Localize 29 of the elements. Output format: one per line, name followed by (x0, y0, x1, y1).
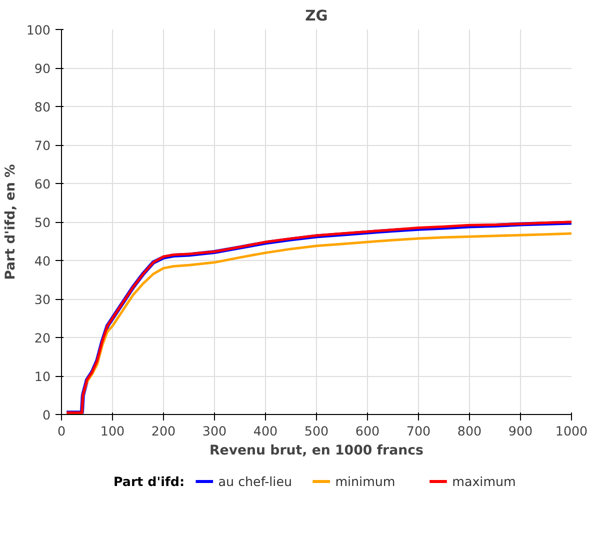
x-tick-label: 500 (304, 424, 329, 438)
x-tick-label: 200 (151, 424, 176, 438)
y-tick-label: 50 (34, 215, 51, 230)
x-tick-label: 1000 (555, 424, 588, 438)
x-tick-label: 700 (406, 424, 431, 438)
y-tick-label: 20 (34, 330, 51, 346)
y-tick-label: 80 (34, 100, 51, 114)
x-tick-label: 300 (202, 424, 227, 438)
x-tick-label: 100 (100, 424, 125, 438)
x-tick-label: 900 (508, 424, 533, 438)
x-tick-label: 400 (253, 424, 278, 438)
y-tick-label: 60 (34, 176, 51, 192)
y-axis-title: Part d'ifd, en % (3, 164, 18, 280)
x-tick-label: 600 (355, 424, 380, 438)
y-tick-label: 10 (34, 369, 51, 384)
x-axis-title: Revenu brut, en 1000 francs (210, 444, 424, 458)
x-tick-label: 800 (457, 424, 482, 438)
y-tick-label: 40 (34, 254, 51, 268)
y-tick-label: 70 (34, 138, 51, 153)
legend-label: au chef-lieu (218, 474, 292, 489)
y-tick-label: 100 (26, 22, 51, 38)
legend-title: Part d'ifd: (113, 474, 185, 489)
x-tick-label: 0 (57, 424, 66, 438)
y-tick-label: 0 (42, 408, 51, 422)
chart-title: ZG (305, 8, 328, 24)
legend-label: minimum (335, 474, 396, 489)
legend-label: maximum (452, 474, 516, 489)
y-tick-label: 30 (34, 292, 51, 307)
y-tick-label: 90 (34, 61, 51, 76)
